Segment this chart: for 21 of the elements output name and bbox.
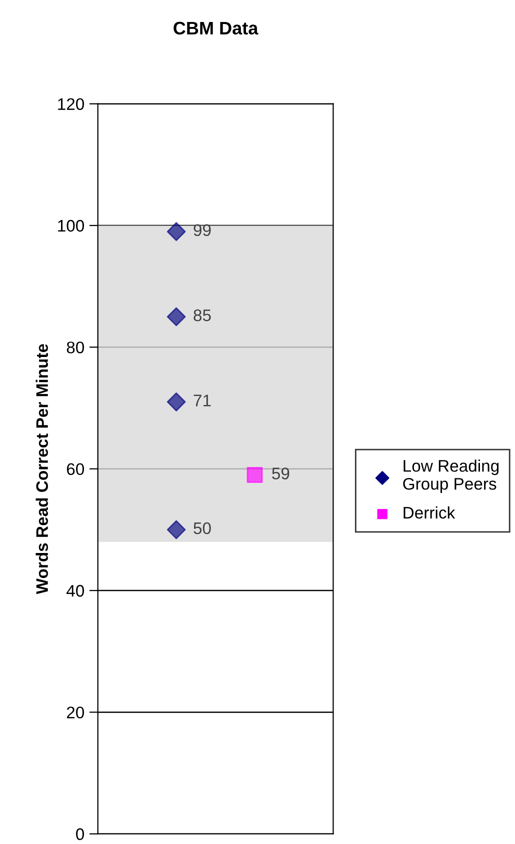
y-tick-label: 120	[58, 98, 84, 110]
point	[166, 520, 186, 540]
data-label: 99	[194, 224, 211, 236]
point	[246, 466, 263, 483]
legend-label: Low Reading Group Peers	[403, 460, 499, 494]
y-tick-label: 80	[66, 342, 84, 354]
data-label: 59	[272, 468, 290, 480]
y-tick-label: 0	[76, 828, 84, 840]
chart-title: CBM Data	[174, 22, 258, 35]
y-tick-label: 40	[66, 584, 84, 597]
data-label: 85	[194, 309, 211, 322]
y-tick-label: 100	[58, 220, 84, 232]
y-tick-label: 20	[66, 706, 84, 718]
point	[166, 222, 186, 242]
data-label: 71	[194, 394, 211, 406]
y-axis-title: Words Read Correct Per Minute	[36, 344, 48, 594]
legend-label: Derrick	[404, 506, 456, 519]
data-label: 50	[194, 522, 211, 534]
point	[166, 307, 186, 326]
point	[166, 392, 186, 412]
y-tick-label: 60	[66, 463, 84, 476]
